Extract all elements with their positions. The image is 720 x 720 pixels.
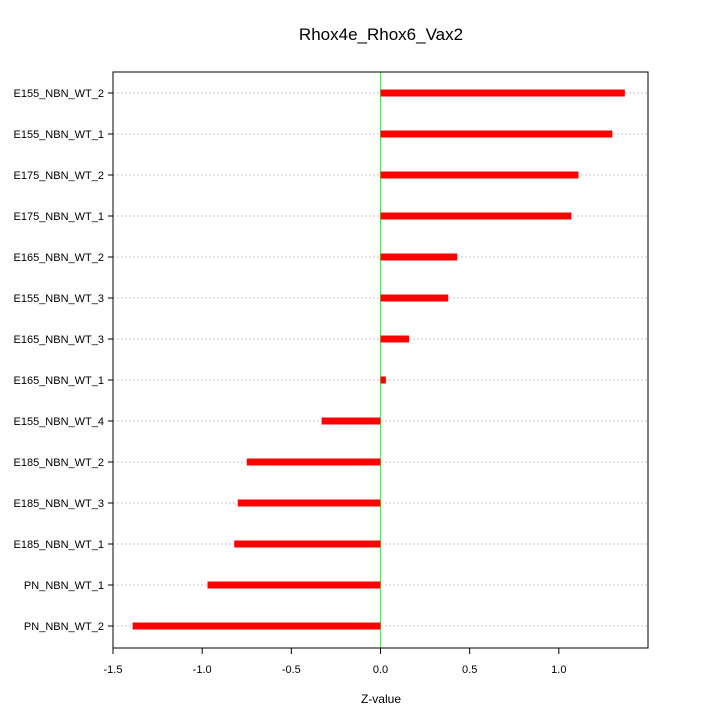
y-tick-label: E165_NBN_WT_2 xyxy=(14,252,105,264)
x-tick-label: 0.5 xyxy=(462,664,477,676)
y-tick-label: PN_NBN_WT_1 xyxy=(24,580,104,592)
bar xyxy=(380,294,449,302)
y-tick-label: E185_NBN_WT_3 xyxy=(14,498,105,510)
x-axis: -1.5 -1.0 -0.5 0.0 0.5 1.0 xyxy=(104,647,566,676)
y-tick-label: E185_NBN_WT_2 xyxy=(14,457,105,469)
y-tick-label: E175_NBN_WT_2 xyxy=(14,170,105,182)
bar xyxy=(380,130,613,138)
bar xyxy=(234,540,381,548)
bar xyxy=(207,581,381,589)
bar xyxy=(380,89,625,97)
y-tick-label: E185_NBN_WT_1 xyxy=(14,539,105,551)
y-tick-label: E155_NBN_WT_2 xyxy=(14,88,105,100)
x-axis-label: Z-value xyxy=(361,692,401,706)
y-tick-label: E165_NBN_WT_1 xyxy=(14,375,105,387)
bar xyxy=(237,499,381,507)
y-tick-label: E155_NBN_WT_4 xyxy=(14,416,105,428)
bar xyxy=(132,622,381,630)
bar xyxy=(380,212,572,220)
bar xyxy=(321,417,381,425)
y-tick-label: E165_NBN_WT_3 xyxy=(14,334,105,346)
bar xyxy=(380,171,579,179)
bars xyxy=(132,89,625,630)
bar xyxy=(380,335,410,343)
y-tick-label: E155_NBN_WT_3 xyxy=(14,293,105,305)
x-tick-label: -1.0 xyxy=(193,664,212,676)
chart-title: Rhox4e_Rhox6_Vax2 xyxy=(299,25,463,44)
y-axis: E155_NBN_WT_2 E155_NBN_WT_1 E175_NBN_WT_2 E… xyxy=(14,88,113,633)
x-tick-label: 0.0 xyxy=(373,664,388,676)
x-tick-label: -0.5 xyxy=(282,664,301,676)
y-tick-label: PN_NBN_WT_2 xyxy=(24,621,104,633)
x-tick-label: 1.0 xyxy=(551,664,566,676)
bar xyxy=(380,376,386,384)
y-tick-label: E175_NBN_WT_1 xyxy=(14,211,105,223)
bar xyxy=(380,253,458,261)
bar xyxy=(246,458,381,466)
x-tick-label: -1.5 xyxy=(104,664,123,676)
y-tick-label: E155_NBN_WT_1 xyxy=(14,129,105,141)
